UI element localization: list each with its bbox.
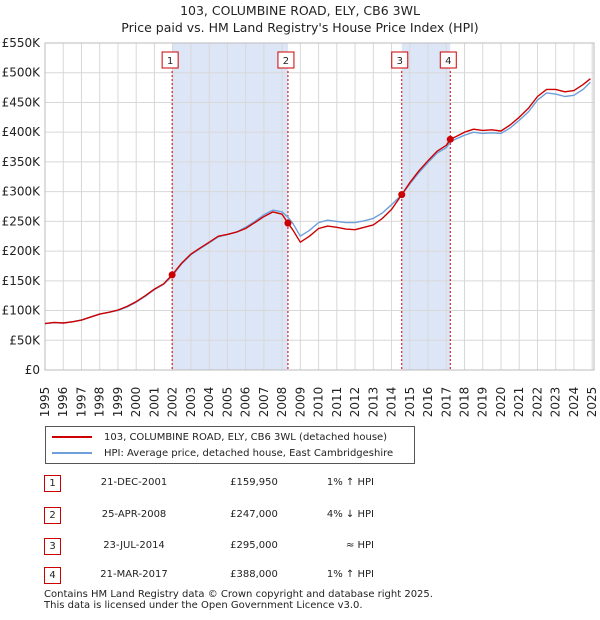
x-tick-label: 2021 — [512, 387, 526, 418]
x-tick-label: 2008 — [275, 387, 289, 418]
series-line — [44, 78, 591, 325]
sale-point — [168, 271, 176, 279]
transaction-hpi: 4% ↓ HPI — [326, 509, 374, 520]
x-tick-label: 2001 — [147, 387, 161, 418]
x-tick-label: 2010 — [312, 387, 326, 418]
transaction-date: 21-DEC-2001 — [100, 477, 168, 488]
x-tick-label: 2025 — [585, 387, 599, 418]
plot-frame — [44, 42, 595, 371]
x-tick-label: 2024 — [567, 387, 581, 418]
y-tick-label: £300K — [2, 185, 42, 199]
marker-badge-label: 3 — [397, 56, 403, 67]
marker-badge-box — [277, 51, 295, 69]
marker-badge: 2 — [277, 51, 295, 69]
x-tick-label: 2017 — [439, 387, 453, 418]
x-tick-label: 2006 — [239, 387, 253, 418]
transaction-number: 1 — [44, 475, 61, 492]
transaction-number: 2 — [44, 507, 61, 524]
x-tick-label: 2019 — [476, 387, 490, 418]
y-tick-label: £250K — [2, 214, 42, 228]
marker-badge-box — [439, 51, 457, 69]
transaction-price: £159,950 — [230, 477, 278, 488]
sale-point — [398, 191, 406, 199]
legend-label-hpi: HPI: Average price, detached house, East… — [104, 447, 394, 459]
x-tick-label: 2011 — [330, 387, 344, 418]
transaction-price: £295,000 — [230, 540, 278, 551]
legend: 103, COLUMBINE ROAD, ELY, CB6 3WL (detac… — [45, 426, 415, 464]
marker-badge-box — [161, 51, 179, 69]
footer: Contains HM Land Registry data © Crown c… — [44, 589, 433, 611]
x-tick-label: 2007 — [257, 387, 271, 418]
y-tick-label: £400K — [2, 125, 42, 139]
transaction-row: 1 21-DEC-2001 £159,950 1% ↑ HPI — [44, 474, 464, 494]
marker-badge: 4 — [439, 51, 457, 69]
transaction-row: 2 25-APR-2008 £247,000 4% ↓ HPI — [44, 506, 464, 526]
marker-badge-label: 2 — [283, 56, 289, 67]
legend-label-price: 103, COLUMBINE ROAD, ELY, CB6 3WL (detac… — [104, 431, 388, 443]
transaction-row: 4 21-MAR-2017 £388,000 1% ↑ HPI — [44, 566, 464, 586]
x-tick-label: 2018 — [458, 387, 472, 418]
x-tick-label: 2022 — [530, 387, 544, 418]
x-tick-label: 2002 — [166, 387, 180, 418]
x-tick-label: 2023 — [549, 387, 563, 418]
transaction-hpi: 1% ↑ HPI — [326, 569, 374, 580]
chart-title: 103, COLUMBINE ROAD, ELY, CB6 3WL — [180, 3, 420, 18]
y-tick-label: £500K — [2, 66, 42, 80]
y-tick-label: £0 — [25, 363, 40, 377]
marker-badge: 3 — [391, 51, 409, 69]
x-tick-label: 1999 — [111, 387, 125, 418]
y-tick-label: £200K — [2, 244, 42, 258]
price-chart: 103, COLUMBINE ROAD, ELY, CB6 3WL Price … — [2, 3, 600, 418]
legend-item-price: 103, COLUMBINE ROAD, ELY, CB6 3WL (detac… — [52, 429, 387, 445]
x-tick-label: 2013 — [366, 387, 380, 418]
x-tick-label: 2012 — [348, 387, 362, 418]
x-tick-label: 2003 — [184, 387, 198, 418]
x-tick-label: 1996 — [56, 387, 70, 418]
transaction-row: 3 23-JUL-2014 £295,000 ≈ HPI — [44, 537, 464, 557]
x-tick-label: 1997 — [74, 387, 88, 418]
transaction-hpi: 1% ↑ HPI — [326, 477, 374, 488]
series-line — [44, 81, 591, 325]
marker-badge-box — [391, 51, 409, 69]
shaded-region — [401, 43, 451, 370]
x-tick-label: 2020 — [494, 387, 508, 418]
legend-swatch-price — [52, 436, 92, 438]
transaction-number: 3 — [44, 538, 61, 555]
x-tick-label: 2015 — [403, 387, 417, 418]
marker-badge-label: 4 — [445, 56, 451, 67]
shaded-region — [172, 43, 288, 370]
x-tick-label: 1995 — [38, 387, 52, 418]
transaction-date: 23-JUL-2014 — [103, 540, 165, 551]
transaction-date: 21-MAR-2017 — [100, 569, 168, 580]
footer-line-1: Contains HM Land Registry data © Crown c… — [44, 589, 433, 600]
x-tick-label: 2005 — [220, 387, 234, 418]
x-tick-label: 2016 — [421, 387, 435, 418]
y-tick-label: £100K — [2, 304, 42, 318]
x-tick-label: 2004 — [202, 387, 216, 418]
legend-item-hpi: HPI: Average price, detached house, East… — [52, 445, 393, 461]
legend-swatch-hpi — [52, 452, 92, 454]
x-tick-label: 2009 — [293, 387, 307, 418]
x-tick-label: 1998 — [93, 387, 107, 418]
footer-line-2: This data is licensed under the Open Gov… — [44, 600, 363, 611]
transaction-date: 25-APR-2008 — [101, 509, 167, 520]
y-tick-label: £350K — [2, 155, 42, 169]
transaction-price: £388,000 — [230, 569, 278, 580]
transaction-price: £247,000 — [230, 509, 278, 520]
y-tick-label: £550K — [2, 36, 42, 50]
marker-badge: 1 — [161, 51, 179, 69]
transaction-hpi: ≈ HPI — [345, 540, 374, 551]
chart-subtitle: Price paid vs. HM Land Registry's House … — [121, 20, 478, 35]
x-tick-label: 2014 — [385, 387, 399, 418]
sale-point — [284, 219, 292, 227]
y-tick-label: £150K — [2, 274, 42, 288]
y-tick-label: £450K — [2, 95, 42, 109]
x-tick-label: 2000 — [129, 387, 143, 418]
marker-badge-label: 1 — [167, 56, 173, 67]
sale-point — [446, 135, 454, 143]
y-tick-label: £50K — [9, 333, 41, 347]
transaction-number: 4 — [44, 567, 61, 584]
